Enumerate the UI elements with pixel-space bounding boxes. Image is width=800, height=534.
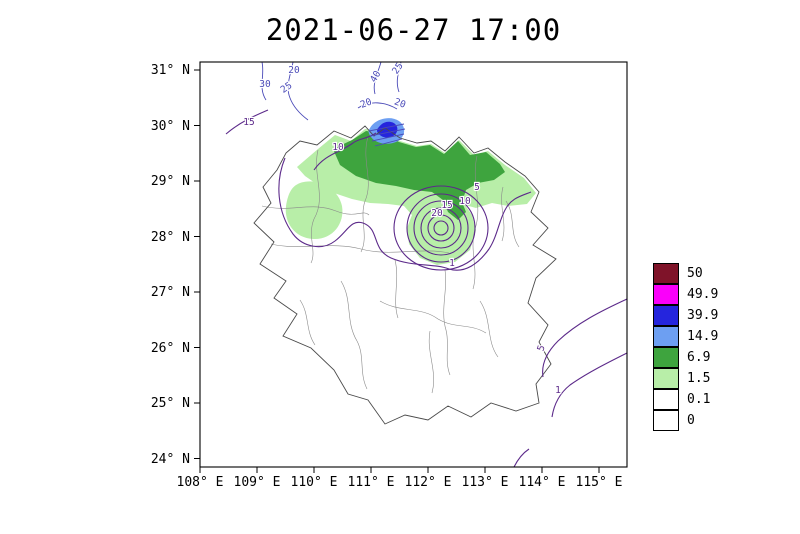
y-tick-label: 30° N	[151, 119, 190, 134]
contour-label: 10	[332, 142, 344, 153]
y-tick-label: 28° N	[151, 230, 190, 245]
x-tick-label: 110° E	[291, 475, 338, 490]
contour-bullseye	[393, 185, 489, 271]
contour-line-10	[313, 132, 377, 171]
plot-background	[200, 62, 627, 467]
x-tick-label: 111° E	[348, 475, 395, 490]
colorbar-label: 39.9	[687, 308, 719, 323]
x-tick-label: 112° E	[405, 475, 452, 490]
contour-label: 20	[359, 96, 374, 110]
contour-line-main	[278, 157, 532, 271]
colorbar-label: 0	[687, 413, 695, 428]
contour-label: 20	[393, 97, 408, 111]
x-tick-label: 113° E	[462, 475, 509, 490]
y-tick-label: 24° N	[151, 452, 190, 467]
contour-label: 10	[459, 196, 471, 207]
province-outline	[253, 125, 557, 425]
axis-ticks	[194, 69, 600, 473]
contour-label: 1	[555, 385, 561, 396]
colorbar-swatch	[653, 388, 679, 410]
colorbar-swatch	[653, 325, 679, 347]
colorbar-swatch	[653, 283, 679, 305]
x-tick-label: 115° E	[576, 475, 623, 490]
contour-label: 20	[288, 65, 300, 76]
colorbar-swatch	[653, 346, 679, 368]
contour-lines-north-blue	[261, 62, 402, 121]
contour-label: 15	[441, 200, 452, 211]
plot-frame	[199, 61, 628, 468]
contour-line-se-1	[551, 352, 627, 418]
precip-fill-light-green-west	[285, 181, 343, 240]
contour-line-15-nw	[225, 109, 269, 135]
colorbar-label: 0.1	[687, 392, 711, 407]
colorbar-row: 39.9	[653, 304, 719, 326]
x-tick-label: 114° E	[519, 475, 566, 490]
contour-label: 15	[243, 117, 254, 128]
y-tick-label: 25° N	[151, 396, 190, 411]
contour-label: 5	[536, 344, 548, 353]
contour-hatching-cell	[368, 123, 406, 147]
colorbar: 50 49.9 39.9 14.9 6.9 1.5 0.1 0	[653, 263, 718, 431]
contour-line-se-5	[542, 298, 627, 378]
colorbar-swatch	[653, 304, 679, 326]
y-tick-label: 27° N	[151, 285, 190, 300]
contour-label: 5	[474, 182, 480, 193]
contour-label: 30	[259, 79, 271, 90]
precip-fill-green	[333, 131, 505, 220]
colorbar-swatch	[653, 367, 679, 389]
map-content: 30 20 25 40 25 20 20 15 10 5 10 15 20 1 …	[225, 62, 627, 467]
colorbar-label: 14.9	[687, 329, 719, 344]
y-tick-label: 26° N	[151, 341, 190, 356]
contour-label: 20	[431, 208, 443, 219]
colorbar-label: 6.9	[687, 350, 711, 365]
colorbar-row: 50	[653, 263, 718, 284]
x-tick-label: 108° E	[177, 475, 224, 490]
chart-title: 2021-06-27 17:00	[265, 13, 562, 47]
colorbar-label: 49.9	[687, 287, 719, 302]
colorbar-row: 0	[653, 409, 718, 431]
colorbar-label: 1.5	[687, 371, 711, 386]
colorbar-row: 0.1	[653, 388, 718, 410]
y-tick-label: 29° N	[151, 174, 190, 189]
colorbar-row: 49.9	[653, 283, 719, 305]
x-tick-label: 109° E	[234, 475, 281, 490]
colorbar-swatch	[653, 263, 679, 284]
colorbar-swatch	[653, 409, 679, 431]
contour-line-bottom	[513, 448, 530, 467]
contour-label: 1	[449, 258, 455, 269]
colorbar-label: 50	[687, 266, 703, 281]
colorbar-row: 6.9	[653, 346, 718, 368]
y-tick-label: 31° N	[151, 63, 190, 78]
colorbar-row: 1.5	[653, 367, 718, 389]
colorbar-row: 14.9	[653, 325, 719, 347]
